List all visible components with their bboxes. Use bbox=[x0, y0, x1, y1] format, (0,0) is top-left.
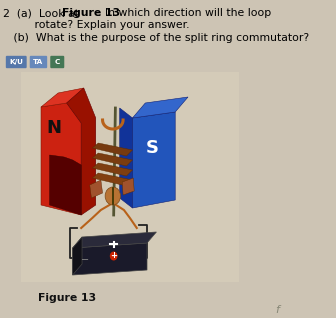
Text: K/U: K/U bbox=[9, 59, 23, 65]
Text: Figure 13: Figure 13 bbox=[61, 8, 120, 18]
Polygon shape bbox=[41, 103, 81, 215]
Polygon shape bbox=[73, 237, 82, 275]
Text: TA: TA bbox=[33, 59, 44, 65]
Text: . In which direction will the loop: . In which direction will the loop bbox=[98, 8, 271, 18]
Polygon shape bbox=[132, 97, 188, 118]
FancyBboxPatch shape bbox=[30, 56, 47, 68]
Polygon shape bbox=[90, 180, 102, 198]
Circle shape bbox=[110, 252, 118, 260]
Polygon shape bbox=[92, 143, 132, 156]
Text: −: − bbox=[81, 255, 89, 265]
Text: C: C bbox=[54, 59, 60, 65]
Polygon shape bbox=[122, 178, 134, 195]
FancyBboxPatch shape bbox=[50, 56, 64, 68]
Polygon shape bbox=[67, 88, 96, 215]
FancyBboxPatch shape bbox=[6, 56, 27, 68]
Polygon shape bbox=[92, 153, 132, 166]
Polygon shape bbox=[50, 155, 81, 215]
FancyBboxPatch shape bbox=[22, 72, 239, 282]
Text: f: f bbox=[275, 305, 279, 315]
Polygon shape bbox=[73, 243, 147, 275]
Text: S: S bbox=[145, 139, 159, 157]
Polygon shape bbox=[73, 232, 156, 248]
Text: rotate? Explain your answer.: rotate? Explain your answer. bbox=[3, 20, 190, 30]
Text: +: + bbox=[110, 252, 117, 260]
Circle shape bbox=[105, 187, 121, 205]
Polygon shape bbox=[92, 163, 132, 176]
Text: N: N bbox=[46, 119, 61, 137]
Polygon shape bbox=[92, 173, 132, 186]
Polygon shape bbox=[132, 112, 175, 208]
Text: (b)  What is the purpose of the split ring commutator?: (b) What is the purpose of the split rin… bbox=[3, 33, 309, 43]
Polygon shape bbox=[41, 88, 84, 107]
Text: Figure 13: Figure 13 bbox=[38, 293, 96, 303]
Polygon shape bbox=[120, 108, 132, 208]
Text: 2  (a)  Look at: 2 (a) Look at bbox=[3, 8, 83, 18]
